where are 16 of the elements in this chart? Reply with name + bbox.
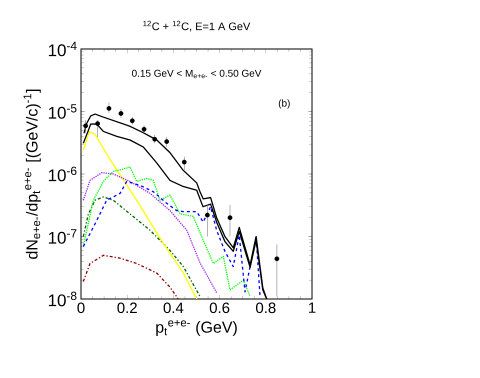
x-tick-label: 0.2 (117, 302, 137, 314)
annotation: 0.15 GeV < M$_{e+e-}$ < 0.50 GeV (132, 70, 262, 78)
x-axis-title: p$_{t}$$^{e+e-}$ (GeV) (156, 320, 237, 336)
x-tick-label: 0.8 (256, 302, 276, 314)
x-tick-label: 0.4 (164, 302, 184, 314)
chart-title: $^{12}$C + $^{12}$C, E=1 A GeV (143, 20, 250, 32)
y-tick-label: 10$^{-4}$ (48, 42, 77, 56)
x-tick-label: 0 (77, 302, 85, 314)
x-tick-label: 1 (308, 302, 316, 313)
annotation: (b) (278, 99, 290, 109)
y-tick-label: 10$^{-6}$ (48, 166, 76, 182)
y-axis-title: dN$_{e+e-}$/dp$_{t}$$^{e+e-}$ [(GeV/c)$^{-1}$] (24, 90, 41, 259)
y-tick-label: 10$^{-7}$ (48, 229, 76, 244)
y-tick-label: 10$^{-8}$ (48, 292, 76, 306)
x-tick-label: 0.6 (210, 302, 230, 314)
y-tick-label: 10$^{-5}$ (48, 104, 76, 119)
